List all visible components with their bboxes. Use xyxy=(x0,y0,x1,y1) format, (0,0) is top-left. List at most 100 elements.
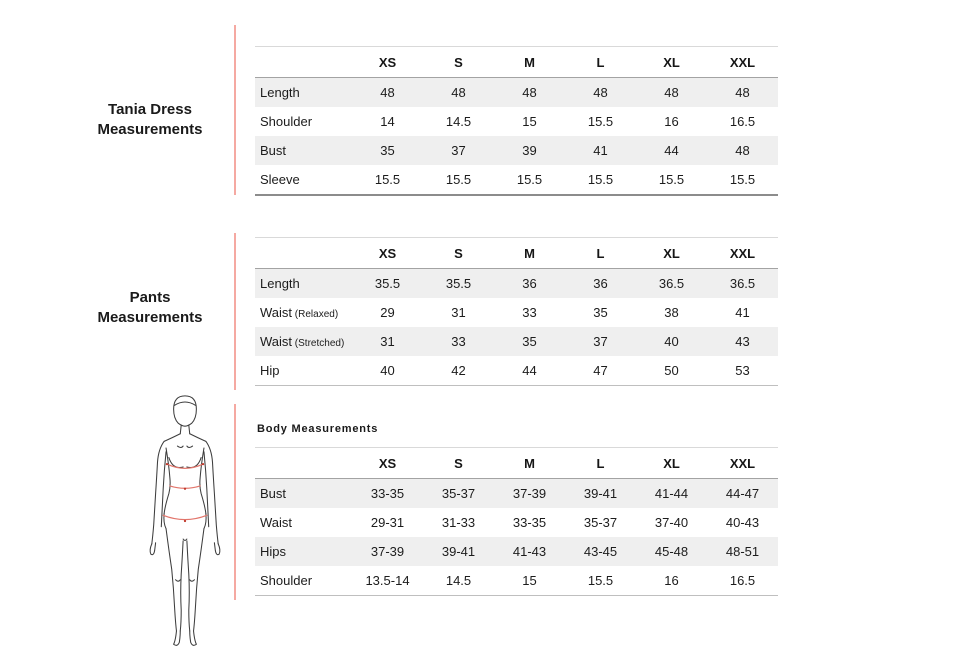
measurement-cell: 16.5 xyxy=(707,566,778,596)
measurement-cell: 15.5 xyxy=(636,165,707,196)
tania-dress-measurements-table: XS S M L XL XXL Length 48 48 48 48 48 48 Shoulder 14 14… xyxy=(255,46,778,196)
table-row: Bust 35 37 39 41 44 48 xyxy=(255,136,778,165)
measurement-cell: 36.5 xyxy=(729,276,756,291)
measurement-cell: 33 xyxy=(451,334,466,349)
measurement-cell: 31 xyxy=(380,334,395,349)
row-label: Waist (Relaxed) xyxy=(260,305,339,320)
measurement-cell: 36.5 xyxy=(658,276,685,291)
measurement-cell: 37 xyxy=(593,334,608,349)
measurement-cell: 39 xyxy=(522,143,537,158)
measurement-cell: 39-41 xyxy=(583,486,618,501)
measurement-cell: 41 xyxy=(735,305,750,320)
measurement-cell: 43-45 xyxy=(583,544,618,559)
table-row: Shoulder 14 14.5 15 15.5 16 16.5 xyxy=(255,107,778,136)
accent-divider-segment-2 xyxy=(234,233,236,390)
measurement-cell: 40-43 xyxy=(725,515,760,530)
measurement-cell: 48 xyxy=(664,85,679,100)
row-label: Shoulder xyxy=(260,114,313,129)
pants-section-label-line1: Pants xyxy=(129,289,171,306)
measurement-cell: 31 xyxy=(451,305,466,320)
size-column-header: S xyxy=(423,447,494,479)
measurement-cell: 35 xyxy=(380,143,395,158)
measurement-cell: 35-37 xyxy=(583,515,618,530)
measurement-cell: 47 xyxy=(565,356,636,386)
table-row: Waist (Stretched) 31 33 35 37 40 43 xyxy=(255,327,778,356)
row-label-note: (Stretched) xyxy=(292,338,345,349)
measurement-cell: 35 xyxy=(593,305,608,320)
dress-section-label-line1: Tania Dress xyxy=(108,101,192,118)
row-label: Hips xyxy=(260,544,287,559)
measurement-cell: 48-51 xyxy=(725,544,760,559)
female-figure-illustration xyxy=(149,395,221,646)
table-row: Waist 29-31 31-33 33-35 35-37 37-40 40-43 xyxy=(255,508,778,537)
measurement-cell: 15.5 xyxy=(587,114,614,129)
size-column-header: M xyxy=(494,447,565,479)
dress-section-label-line2: Measurements xyxy=(97,121,203,138)
row-label: Shoulder xyxy=(255,566,352,596)
measurement-cell: 42 xyxy=(423,356,494,386)
measurement-cell: 15.5 xyxy=(565,566,636,596)
measurement-cell: 41-44 xyxy=(654,486,689,501)
measurement-cell: 38 xyxy=(664,305,679,320)
size-column-header: M xyxy=(494,46,565,78)
measurement-cell: 45-48 xyxy=(654,544,689,559)
table-row: Bust 33-35 35-37 37-39 39-41 41-44 44-47 xyxy=(255,478,778,508)
table-row: Hips 37-39 39-41 41-43 43-45 45-48 48-51 xyxy=(255,537,778,566)
measurement-cell: 44 xyxy=(494,356,565,386)
measurement-cell: 36 xyxy=(522,276,537,291)
measurement-cell: 15.5 xyxy=(565,165,636,196)
measurement-cell: 44 xyxy=(664,143,679,158)
size-column-header: XXL xyxy=(707,237,778,269)
measurement-cell: 53 xyxy=(707,356,778,386)
measurement-cell: 35-37 xyxy=(441,486,476,501)
table-row: Length 48 48 48 48 48 48 xyxy=(255,77,778,107)
measurement-cell: 37-40 xyxy=(654,515,689,530)
size-column-header: XL xyxy=(636,46,707,78)
measurement-cell: 36 xyxy=(593,276,608,291)
measurement-cell: 35.5 xyxy=(445,276,472,291)
size-column-header: L xyxy=(565,237,636,269)
size-column-header: M xyxy=(494,237,565,269)
size-column-header: XL xyxy=(636,237,707,269)
row-label: Sleeve xyxy=(255,165,352,196)
table-row: Shoulder 13.5-14 14.5 15 15.5 16 16.5 xyxy=(255,566,778,596)
measurement-cell: 41-43 xyxy=(512,544,547,559)
table-row: Sleeve 15.5 15.5 15.5 15.5 15.5 15.5 xyxy=(255,165,778,196)
size-column-header: L xyxy=(565,46,636,78)
measurement-cell: 16 xyxy=(664,114,679,129)
measurement-cell: 13.5-14 xyxy=(352,566,423,596)
body-measurements-table: XS S M L XL XXL Bust 33-35 35-37 37-39 39-41 41-44 4… xyxy=(255,447,778,596)
row-label: Length xyxy=(260,85,300,100)
row-label: Bust xyxy=(260,143,287,158)
table-row: Hip 40 42 44 47 50 53 xyxy=(255,356,778,386)
measurement-cell: 48 xyxy=(380,85,395,100)
row-label-header xyxy=(255,447,352,479)
measurement-cell: 33-35 xyxy=(512,515,547,530)
measurement-cell: 48 xyxy=(735,143,750,158)
measurement-cell: 37-39 xyxy=(370,544,405,559)
measurement-cell: 48 xyxy=(593,85,608,100)
bust-measure-line xyxy=(166,463,204,469)
measurement-cell: 14.5 xyxy=(423,566,494,596)
size-column-header: XS xyxy=(352,46,423,78)
row-label: Waist xyxy=(260,515,293,530)
body-measurements-title: Body Measurements xyxy=(257,423,379,435)
measurement-cell: 43 xyxy=(735,334,750,349)
measurement-cell: 39-41 xyxy=(441,544,476,559)
size-column-header: XXL xyxy=(707,46,778,78)
measure-lines xyxy=(162,462,208,523)
size-column-header: XL xyxy=(636,447,707,479)
hip-measure-line xyxy=(162,514,208,521)
measurement-cell: 15 xyxy=(522,114,537,129)
measurement-cell: 37-39 xyxy=(512,486,547,501)
table-row: Length 35.5 35.5 36 36 36.5 36.5 xyxy=(255,268,778,298)
measurement-cell: 44-47 xyxy=(725,486,760,501)
measurement-cell: 37 xyxy=(451,143,466,158)
pants-measurements-table: XS S M L XL XXL Length 35.5 35.5 36 36 36.5 36.5 Wais… xyxy=(255,237,778,386)
measurement-cell: 48 xyxy=(451,85,466,100)
size-column-header: XXL xyxy=(707,447,778,479)
measurement-cell: 48 xyxy=(735,85,750,100)
row-label: Bust xyxy=(260,486,287,501)
size-header-row: XS S M L XL XXL xyxy=(255,46,778,78)
